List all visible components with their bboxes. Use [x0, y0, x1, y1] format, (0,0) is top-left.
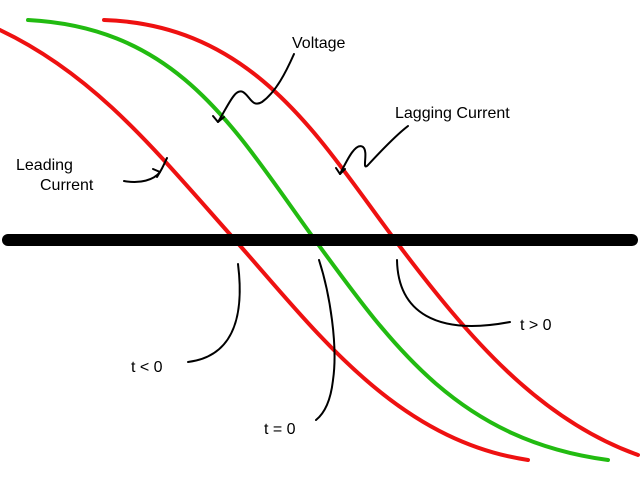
voltage-label: Voltage [292, 35, 345, 52]
t-positive-label: t > 0 [520, 317, 552, 334]
t-positive-leader-line [396, 259, 511, 327]
leading-current-label-line1: Leading [16, 157, 73, 174]
t-zero-leader-line [315, 259, 336, 421]
lagging-current-label: Lagging Current [395, 105, 510, 122]
voltage-leader-arrowhead [212, 115, 225, 123]
t-negative-leader-line [187, 263, 241, 363]
t-negative-label: t < 0 [131, 359, 163, 376]
lagging-current-leader-line [339, 125, 409, 175]
t-zero-label: t = 0 [264, 421, 296, 438]
leading-current-label-line2: Current [40, 177, 94, 194]
leading-current-leader-arrowhead [152, 168, 161, 178]
lagging-current-leader-arrowhead [335, 167, 346, 175]
voltage-leader-line [217, 53, 295, 123]
leading-current-leader-line [123, 157, 168, 183]
